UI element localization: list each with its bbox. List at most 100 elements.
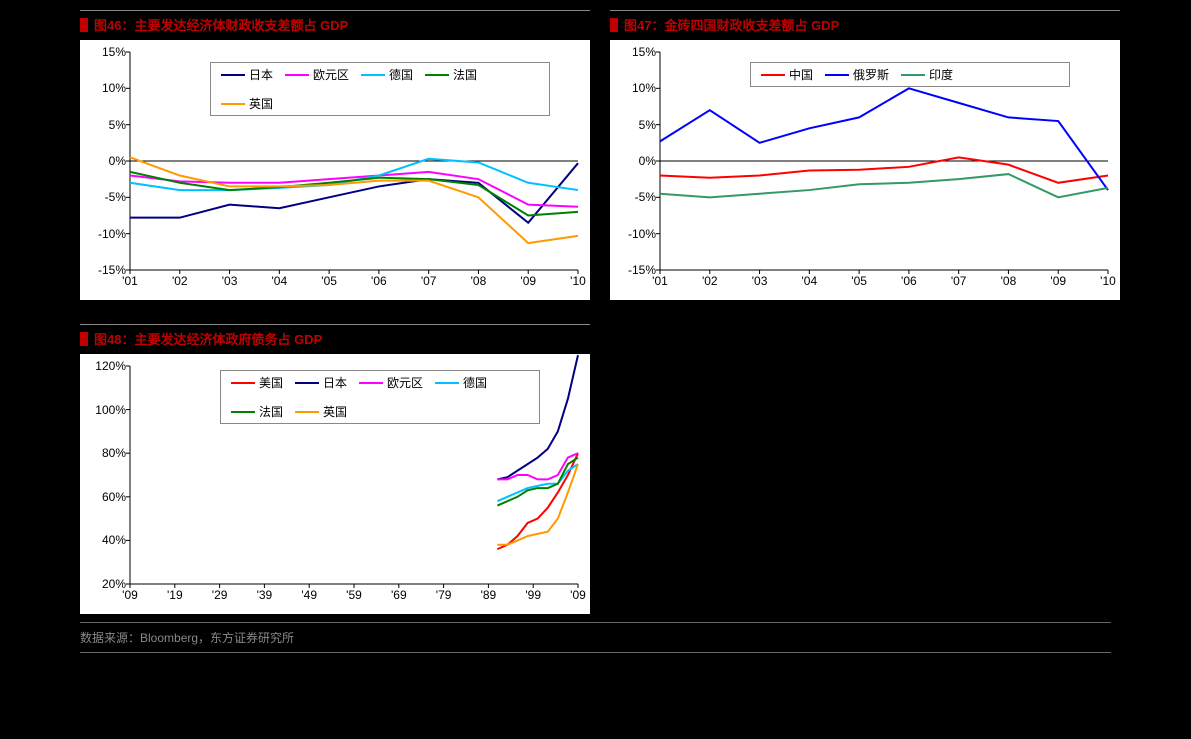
legend-label: 德国 [463, 374, 487, 391]
y-tick-label: 80% [102, 446, 126, 460]
legend-label: 日本 [249, 66, 273, 83]
legend-item: 俄罗斯 [825, 66, 889, 83]
y-tick-label: -5% [635, 190, 656, 204]
x-tick-label: '01 [122, 274, 138, 288]
title-block-icon [80, 18, 88, 32]
x-tick-label: '79 [436, 588, 452, 602]
y-tick-label: 40% [102, 533, 126, 547]
x-tick-label: '07 [421, 274, 437, 288]
x-tick-label: '09 [520, 274, 536, 288]
legend: 日本 欧元区 德国 法国英国 [210, 62, 550, 116]
y-tick-label: 10% [102, 81, 126, 95]
x-tick-label: '09 [570, 588, 586, 602]
legend-swatch-icon [359, 382, 383, 384]
legend-item: 中国 [761, 66, 813, 83]
legend-item: 日本 [295, 374, 347, 391]
legend-label: 日本 [323, 374, 347, 391]
y-tick-label: 60% [102, 490, 126, 504]
legend-swatch-icon [231, 411, 255, 413]
x-tick-label: '04 [272, 274, 288, 288]
x-tick-label: '08 [471, 274, 487, 288]
x-tick-label: '07 [951, 274, 967, 288]
legend-item: 美国 [231, 374, 283, 391]
x-tick-label: '06 [901, 274, 917, 288]
x-tick-label: '89 [481, 588, 497, 602]
legend-label: 英国 [323, 403, 347, 420]
legend-swatch-icon [435, 382, 459, 384]
chart-panel-46: 图46：主要发达经济体财政收支差额占 GDP -15%-10%-5%0%5%10… [80, 10, 590, 300]
legend-item: 法国 [425, 66, 477, 83]
x-tick-label: '10 [570, 274, 586, 288]
chart-48: 20%40%60%80%100%120%'09'19'29'39'49'59'6… [80, 354, 590, 614]
legend-swatch-icon [825, 74, 849, 76]
chart-title-bar: 图47：金砖四国财政收支差额占 GDP [610, 10, 1120, 34]
legend-label: 印度 [929, 66, 953, 83]
y-tick-label: 15% [632, 45, 656, 59]
y-tick-label: -10% [628, 227, 656, 241]
x-tick-label: '99 [525, 588, 541, 602]
chart-47: -15%-10%-5%0%5%10%15%'01'02'03'04'05'06'… [610, 40, 1120, 300]
legend-swatch-icon [901, 74, 925, 76]
legend-label: 俄罗斯 [853, 66, 889, 83]
legend-label: 德国 [389, 66, 413, 83]
x-tick-label: '39 [257, 588, 273, 602]
x-tick-label: '09 [1050, 274, 1066, 288]
y-tick-label: -5% [105, 190, 126, 204]
y-tick-label: 5% [109, 118, 126, 132]
legend-label: 法国 [259, 403, 283, 420]
title-block-icon [80, 332, 88, 346]
legend-item: 印度 [901, 66, 953, 83]
legend-item: 德国 [361, 66, 413, 83]
legend-swatch-icon [221, 103, 245, 105]
legend-swatch-icon [285, 74, 309, 76]
legend-item: 欧元区 [359, 374, 423, 391]
legend-label: 英国 [249, 95, 273, 112]
source-footer: 数据来源：Bloomberg，东方证券研究所 [80, 622, 1111, 653]
y-tick-label: -10% [98, 227, 126, 241]
legend-item: 英国 [295, 403, 347, 420]
chart-46: -15%-10%-5%0%5%10%15%'01'02'03'04'05'06'… [80, 40, 590, 300]
x-tick-label: '03 [222, 274, 238, 288]
legend-swatch-icon [361, 74, 385, 76]
chart-title-bar: 图48：主要发达经济体政府债务占 GDP [80, 324, 590, 348]
chart-panel-48: 图48：主要发达经济体政府债务占 GDP 20%40%60%80%100%120… [80, 324, 590, 614]
legend-label: 美国 [259, 374, 283, 391]
x-tick-label: '09 [122, 588, 138, 602]
x-tick-label: '05 [321, 274, 337, 288]
x-tick-label: '02 [172, 274, 188, 288]
legend-swatch-icon [295, 382, 319, 384]
legend-label: 中国 [789, 66, 813, 83]
y-tick-label: 15% [102, 45, 126, 59]
legend-item: 日本 [221, 66, 273, 83]
x-tick-label: '29 [212, 588, 228, 602]
x-tick-label: '02 [702, 274, 718, 288]
y-tick-label: 120% [95, 359, 126, 373]
chart-title: 图48：主要发达经济体政府债务占 GDP [94, 329, 322, 348]
legend-item: 英国 [221, 95, 273, 112]
x-tick-label: '04 [802, 274, 818, 288]
y-tick-label: 10% [632, 81, 656, 95]
title-block-icon [610, 18, 618, 32]
x-tick-label: '05 [851, 274, 867, 288]
y-tick-label: 0% [109, 154, 126, 168]
chart-title-bar: 图46：主要发达经济体财政收支差额占 GDP [80, 10, 590, 34]
legend: 美国 日本 欧元区 德国法国 英国 [220, 370, 540, 424]
x-tick-label: '01 [652, 274, 668, 288]
legend-swatch-icon [295, 411, 319, 413]
legend-label: 欧元区 [313, 66, 349, 83]
chart-title: 图46：主要发达经济体财政收支差额占 GDP [94, 15, 348, 34]
x-tick-label: '59 [346, 588, 362, 602]
y-tick-label: 5% [639, 118, 656, 132]
legend-label: 法国 [453, 66, 477, 83]
legend-swatch-icon [231, 382, 255, 384]
chart-title: 图47：金砖四国财政收支差额占 GDP [624, 15, 839, 34]
y-tick-label: 0% [639, 154, 656, 168]
x-tick-label: '08 [1001, 274, 1017, 288]
legend-swatch-icon [221, 74, 245, 76]
legend-label: 欧元区 [387, 374, 423, 391]
x-tick-label: '03 [752, 274, 768, 288]
legend-swatch-icon [761, 74, 785, 76]
legend-item: 法国 [231, 403, 283, 420]
x-tick-label: '19 [167, 588, 183, 602]
legend: 中国 俄罗斯 印度 [750, 62, 1070, 87]
